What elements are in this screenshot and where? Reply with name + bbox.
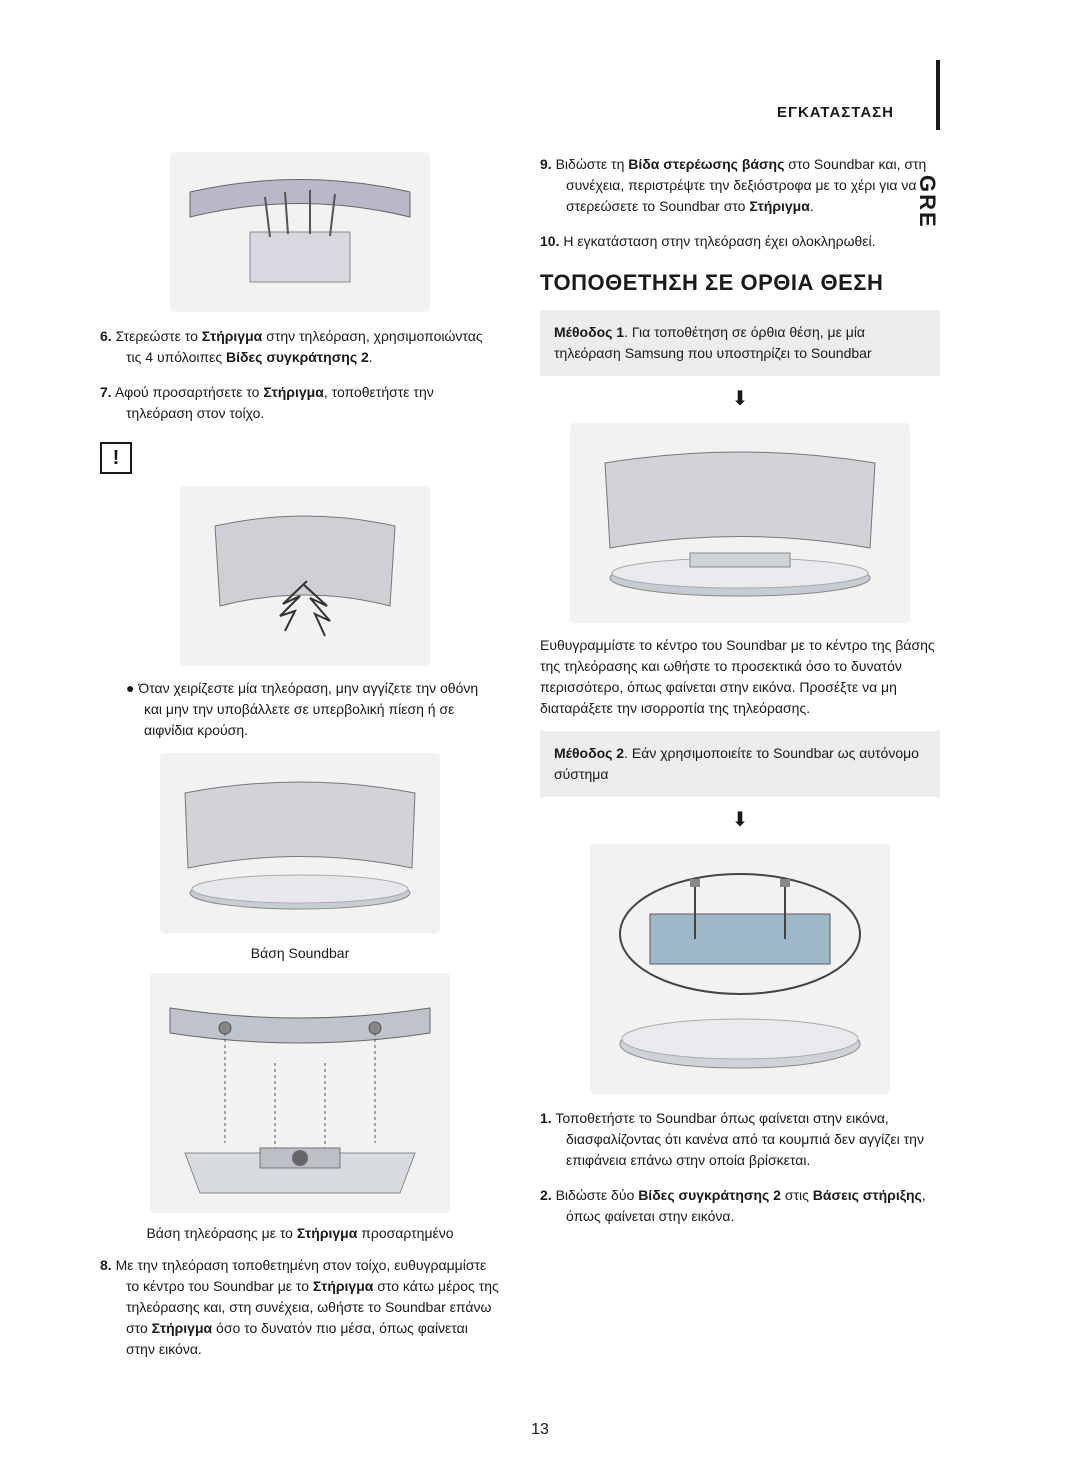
figure-method1 (570, 423, 910, 623)
step-10: 10. Η εγκατάσταση στην τηλεόραση έχει ολ… (540, 231, 940, 252)
step-2b-t1: Βιδώστε δύο (556, 1187, 639, 1203)
caution-bullet: ● Όταν χειρίζεστε μία τηλεόραση, μην αγγ… (100, 678, 500, 741)
step-6: 6. Στερεώστε το Στήριγμα στην τηλεόραση,… (100, 326, 500, 368)
tv-impact-illustration (195, 496, 415, 656)
caption2-a: Βάση τηλεόρασης με το (146, 1225, 296, 1241)
method-2-box: Μέθοδος 2. Εάν χρησιμοποιείτε το Soundba… (540, 731, 940, 797)
tv-base-bracket-illustration (160, 983, 440, 1203)
step-6-b2: Βίδες συγκράτησης 2 (226, 349, 369, 365)
step-9-b1: Βίδα στερέωσης βάσης (628, 156, 784, 172)
caution-icon: ! (100, 442, 132, 474)
step-2b-num: 2. (540, 1187, 552, 1203)
right-column: 9. Βιδώστε τη Βίδα στερέωσης βάσης στο S… (540, 140, 940, 1374)
step-6-t3: . (369, 349, 373, 365)
two-column-layout: 6. Στερεώστε το Στήριγμα στην τηλεόραση,… (100, 140, 1010, 1374)
language-tab: GRE (914, 175, 940, 229)
step-6-t1: Στερεώστε το (116, 328, 202, 344)
caution-text: Όταν χειρίζεστε μία τηλεόραση, μην αγγίζ… (138, 680, 478, 738)
step-10-num: 10. (540, 233, 559, 249)
step-2b-b1: Βίδες συγκράτησης 2 (638, 1187, 781, 1203)
left-column: 6. Στερεώστε το Στήριγμα στην τηλεόραση,… (100, 140, 500, 1374)
side-accent-bar (936, 60, 940, 130)
step-7: 7. Αφού προσαρτήσετε το Στήριγμα, τοποθε… (100, 382, 500, 424)
step-9-t1: Βιδώστε τη (556, 156, 629, 172)
arrow-down-1: ⬇ (540, 386, 940, 411)
step-1b: 1. Τοποθετήστε το Soundbar όπως φαίνεται… (540, 1108, 940, 1171)
step-9: 9. Βιδώστε τη Βίδα στερέωσης βάσης στο S… (540, 154, 940, 217)
method2-b: Μέθοδος 2 (554, 745, 624, 761)
figure-soundbar-base (160, 753, 440, 933)
step-2b-b2: Βάσεις στήριξης (813, 1187, 922, 1203)
figure-tv-base-bracket (150, 973, 450, 1213)
method-1-box: Μέθοδος 1. Για τοποθέτηση σε όρθια θέση,… (540, 310, 940, 376)
figure-bracket-screws (170, 152, 430, 312)
bracket-screws-illustration (180, 162, 420, 302)
caution-note: ! (100, 442, 500, 474)
step-7-b1: Στήριγμα (263, 384, 323, 400)
step-8: 8. Με την τηλεόραση τοποθετημένη στον το… (100, 1255, 500, 1360)
figure-tv-impact (180, 486, 430, 666)
soundbar-base-illustration (170, 763, 430, 923)
step-10-t1: Η εγκατάσταση στην τηλεόραση έχει ολοκλη… (563, 233, 875, 249)
step-7-t1: Αφού προσαρτήσετε το (115, 384, 264, 400)
caption2-c: προσαρτημένο (357, 1225, 453, 1241)
caption-soundbar-base: Βάση Soundbar (100, 945, 500, 961)
step-8-b1: Στήριγμα (313, 1278, 373, 1294)
step-6-b1: Στήριγμα (202, 328, 262, 344)
heading-upright: ΤΟΠΟΘΕΤΗΣΗ ΣΕ ΟΡΘΙΑ ΘΕΣΗ (540, 270, 940, 296)
figure-method2 (590, 844, 890, 1094)
step-8-b2: Στήριγμα (152, 1320, 212, 1336)
step-6-num: 6. (100, 328, 112, 344)
step-1b-num: 1. (540, 1110, 552, 1126)
section-header: ΕΓΚΑΤΑΣΤΑΣΗ (777, 104, 894, 121)
method1-b: Μέθοδος 1 (554, 324, 624, 340)
step-2b-t2: στις (781, 1187, 813, 1203)
step-9-t3: . (810, 198, 814, 214)
step-1b-t1: Τοποθετήστε το Soundbar όπως φαίνεται στ… (555, 1110, 924, 1168)
step-2b: 2. Βιδώστε δύο Βίδες συγκράτησης 2 στις … (540, 1185, 940, 1227)
page-number: 13 (531, 1421, 549, 1439)
step-8-num: 8. (100, 1257, 112, 1273)
arrow-down-2: ⬇ (540, 807, 940, 832)
para-align: Ευθυγραμμίστε το κέντρο του Soundbar με … (540, 635, 940, 719)
method2-illustration (600, 854, 880, 1084)
caption2-b: Στήριγμα (297, 1225, 357, 1241)
step-9-b2: Στήριγμα (749, 198, 809, 214)
step-7-num: 7. (100, 384, 112, 400)
caption-tv-base: Βάση τηλεόρασης με το Στήριγμα προσαρτημ… (100, 1225, 500, 1241)
method1-illustration (580, 433, 900, 613)
step-9-num: 9. (540, 156, 552, 172)
